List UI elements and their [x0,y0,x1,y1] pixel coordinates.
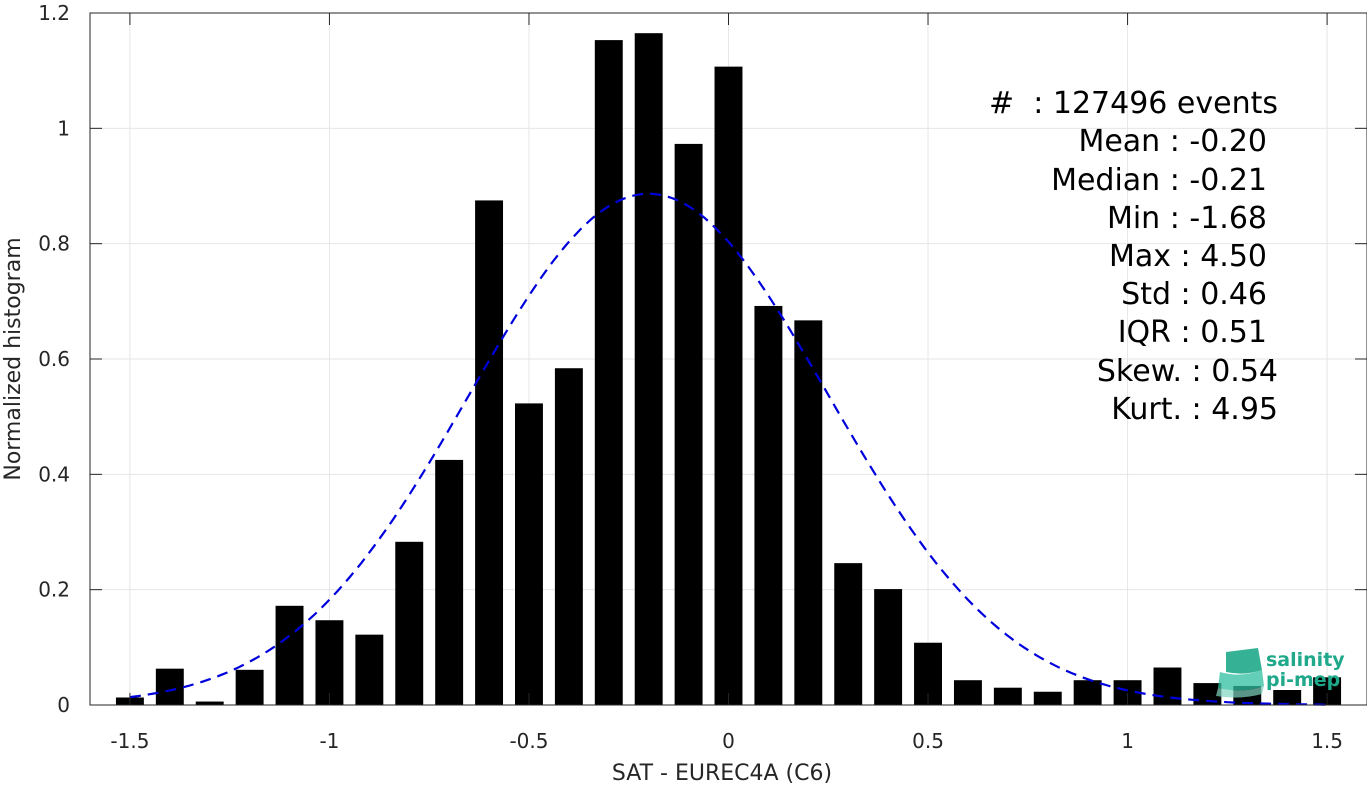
x-tick-label: -1 [319,729,339,753]
histogram-bar [953,680,982,705]
y-tick-label: 1 [57,116,70,140]
y-tick-labels: 0 0.2 0.4 0.6 0.8 1 1.2 [38,1,70,717]
y-tick-label: 0.2 [38,578,70,602]
histogram-bar [235,669,264,705]
histogram-bar [754,305,783,705]
gaussian-fit-curve [129,192,1328,706]
stat-kurt: Kurt. : 4.95 [1111,392,1278,427]
histogram-bar [794,320,823,705]
histogram-bar [1033,691,1062,705]
histogram-bar [355,634,384,705]
histogram-bar [155,668,184,705]
logo-text-line2: pi-mep [1266,669,1340,691]
y-tick-label: 0.6 [38,347,70,371]
histogram-bar [993,687,1022,705]
histogram-bar [315,620,344,705]
stat-iqr: IQR : 0.51 [1118,315,1267,350]
histogram-bar [834,563,863,705]
stats-annotation: # : 127496 events Mean : -0.20 Median : … [989,86,1278,427]
stat-max: Max : 4.50 [1109,239,1267,274]
histogram-bar [1073,680,1102,705]
histogram-bar [634,33,663,705]
y-axis-label: Normalized histogram [1,237,26,480]
bars [115,33,1342,706]
histogram-bar [874,589,903,705]
histogram-bar [554,368,583,705]
x-tick-labels: -1.5 -1 -0.5 0 0.5 1 1.5 [110,729,1343,753]
histogram-bar [714,66,743,705]
histogram-bar [395,541,424,705]
stat-skew: Skew. : 0.54 [1097,354,1278,389]
stat-mean: Mean : -0.20 [1078,124,1267,159]
x-tick-label: 1 [1121,729,1134,753]
logo-wave-icon-3 [1216,686,1264,698]
salinity-pi-mep-logo: salinity pi-mep [1216,648,1345,698]
histogram-bar [435,459,464,705]
histogram-bar [594,40,623,705]
x-tick-label: 0 [722,729,735,753]
x-tick-label: -0.5 [509,729,548,753]
y-tick-label: 0.4 [38,462,70,486]
x-axis-label: SAT - EUREC4A (C6) [612,761,832,785]
x-tick-label: 0.5 [912,729,944,753]
stat-events: # : 127496 events [989,86,1278,121]
logo-wave-icon-2 [1218,670,1264,691]
x-tick-label: 1.5 [1311,729,1343,753]
y-tick-label: 0.8 [38,232,70,256]
histogram-bar [1273,690,1302,705]
logo-text-line1: salinity [1266,649,1345,671]
x-tick-label: -1.5 [110,729,149,753]
stat-std: Std : 0.46 [1121,277,1267,312]
histogram-bar [195,701,224,705]
stat-median: Median : -0.21 [1051,163,1267,198]
y-tick-label: 0 [57,693,70,717]
histogram-bar [674,143,703,706]
axis-ticks [90,12,1367,706]
y-tick-label: 1.2 [38,1,70,25]
histogram-bar [515,403,543,705]
logo-wave-icon [1226,648,1262,674]
histogram-bar [275,605,304,705]
histogram-bar [475,200,504,705]
histogram-bar [1193,683,1222,705]
stat-min: Min : -1.68 [1107,201,1267,236]
